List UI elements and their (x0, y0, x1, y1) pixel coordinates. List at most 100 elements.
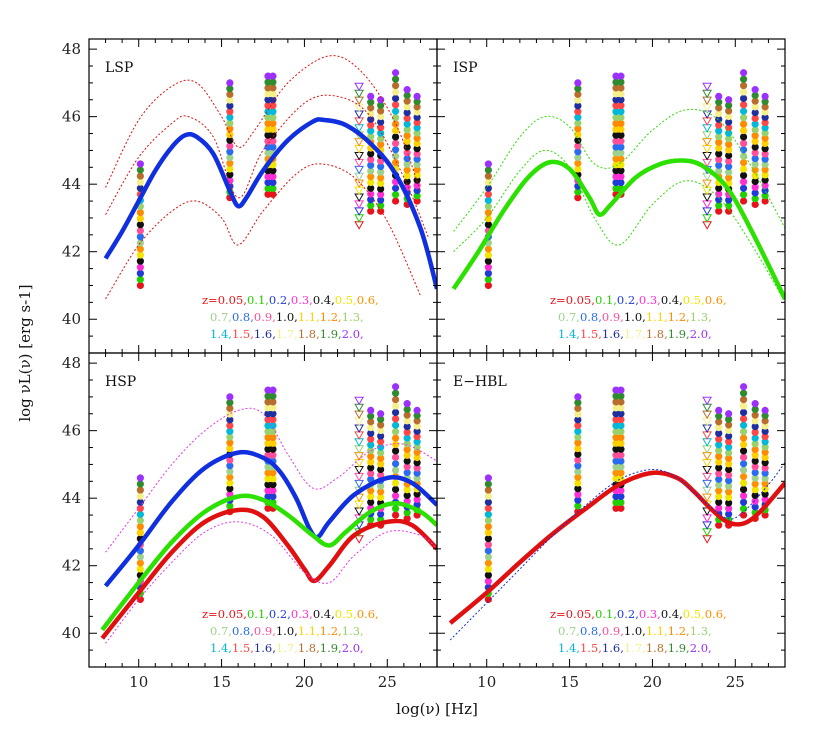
data-point (612, 392, 620, 400)
data-point (739, 191, 748, 199)
data-point (391, 146, 400, 154)
legend-entry: 1.8, (646, 641, 668, 655)
data-point (739, 184, 748, 192)
data-point (574, 119, 582, 127)
data-point (484, 215, 492, 223)
data-point (574, 473, 582, 481)
data-point (612, 131, 620, 139)
data-point (739, 126, 748, 135)
data-point (725, 207, 733, 215)
data-point (725, 421, 733, 429)
data-point (391, 428, 400, 436)
data-point (403, 160, 411, 168)
data-point (136, 281, 144, 290)
data-point (715, 121, 723, 129)
data-point (367, 464, 375, 472)
data-point (367, 201, 375, 210)
data-point (136, 480, 144, 488)
data-point (574, 479, 582, 487)
data-point (403, 114, 411, 122)
legend-row: 0.7,0.8,0.9,1.0,1.1,1.2,1.3, (558, 624, 712, 638)
data-point (617, 137, 625, 145)
data-point (617, 149, 625, 157)
data-point (269, 190, 277, 198)
data-point (761, 480, 769, 488)
data-point (761, 469, 769, 477)
data-point (484, 202, 492, 211)
legend-entry: 1.1, (298, 624, 320, 638)
data-point (751, 120, 759, 128)
data-point (269, 445, 277, 453)
data-point (715, 167, 723, 175)
legend-row: 0.7,0.8,0.9,1.0,1.1,1.2,1.3, (210, 624, 364, 638)
data-point (269, 416, 277, 424)
data-point (136, 510, 144, 518)
data-point (612, 445, 620, 453)
data-point (715, 429, 723, 437)
data-point (403, 434, 411, 442)
data-point (739, 81, 748, 90)
legend-entry: 1.4, (210, 641, 232, 655)
data-point (484, 577, 492, 585)
data-point (715, 435, 723, 443)
data-point (413, 139, 421, 148)
data-point (484, 486, 492, 494)
data-point (761, 197, 769, 205)
data-point (612, 102, 620, 110)
data-point (617, 404, 625, 412)
data-point (269, 427, 277, 436)
data-point (484, 160, 492, 168)
data-point (269, 392, 277, 400)
data-point (574, 467, 582, 476)
data-point (391, 133, 400, 141)
data-point (484, 510, 492, 518)
data-point (484, 498, 492, 506)
data-point (715, 424, 723, 432)
data-point (612, 72, 620, 80)
data-point (612, 498, 620, 507)
data-point (617, 167, 625, 175)
data-point (269, 178, 277, 187)
data-point (484, 535, 492, 543)
data-point (725, 438, 733, 446)
legend-row: z=0.05,0.1,0.2,0.3,0.4,0.5,0.6, (202, 607, 379, 621)
data-point (751, 154, 759, 163)
data-point (725, 157, 733, 165)
data-point (574, 393, 582, 401)
legend-row: 1.4,1.5,1.6,1.7,1.8,1.9,2.0, (558, 641, 712, 655)
data-point (264, 102, 272, 110)
legend-entry: 1.6, (254, 327, 276, 341)
data-point (739, 389, 748, 397)
data-point (574, 416, 582, 424)
data-point (377, 101, 385, 109)
data-point (761, 474, 769, 483)
data-point (739, 114, 748, 122)
data-point (269, 451, 277, 459)
data-point (761, 438, 769, 446)
data-point (739, 94, 748, 103)
data-point (391, 408, 400, 417)
legend-entry: 0.8, (580, 624, 602, 638)
data-point (484, 571, 492, 579)
data-point (136, 166, 144, 174)
legend-entry: 1.6, (254, 641, 276, 655)
data-point (574, 107, 582, 116)
x-tick-label: 25 (378, 673, 397, 691)
data-point (367, 458, 375, 466)
panel-title: E−HBL (453, 374, 507, 390)
data-point (725, 112, 733, 121)
legend-entry: 0.8, (232, 624, 254, 638)
data-point (264, 137, 272, 145)
data-point (226, 79, 234, 87)
data-point (751, 109, 759, 117)
data-point (377, 124, 385, 132)
panel-hsp: 10 15 20 25 40 42 44 46 48 HSP z=0.05,0.1,0.2,0.3,… (62, 352, 438, 691)
data-point (751, 417, 759, 425)
data-point (761, 92, 769, 100)
data-point (617, 125, 625, 133)
data-point (761, 459, 769, 467)
data-point (617, 457, 625, 465)
data-point (136, 160, 144, 168)
data-point (367, 155, 375, 164)
data-point (484, 559, 492, 567)
